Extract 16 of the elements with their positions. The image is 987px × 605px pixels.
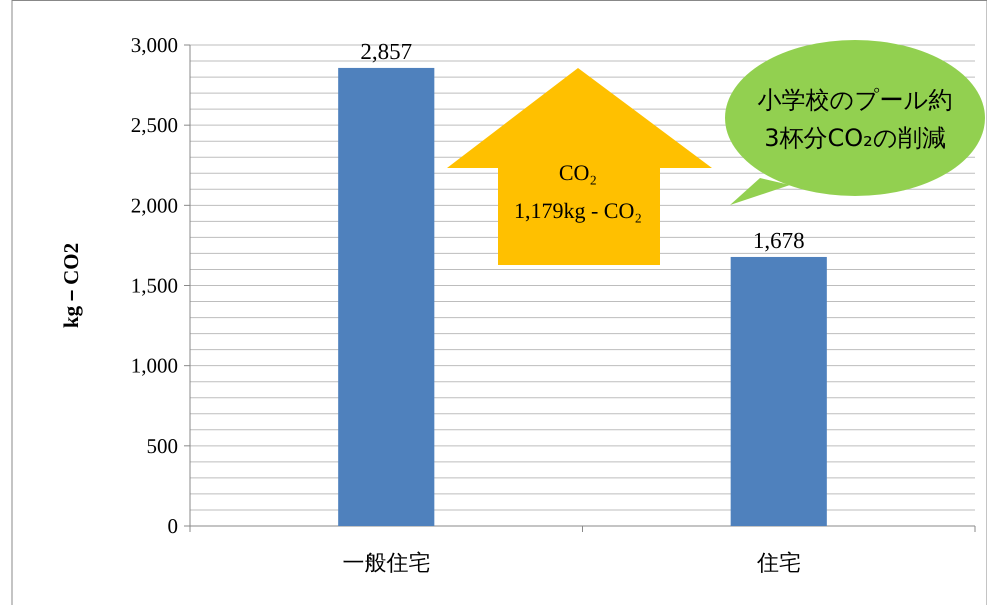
y-tick-label: 3,000 [130, 33, 178, 57]
y-tick-label: 2,000 [130, 193, 178, 218]
y-tick-label: 1,500 [130, 274, 178, 298]
annotation: 1,179kg - CO₂ [514, 198, 642, 223]
y-tick-label: 2,500 [130, 113, 178, 138]
data-label: 1,678 [752, 228, 805, 253]
annotation: 3杯分CO₂の削減 [764, 124, 946, 152]
annotation: 小学校のプール約 [758, 86, 952, 114]
y-axis-title: kg－CO2 [59, 242, 83, 328]
y-tick-label: 500 [146, 434, 178, 458]
y-tick-label: 0 [168, 514, 178, 538]
x-tick-label: 住宅 [756, 550, 801, 575]
y-tick-label: 1,000 [130, 354, 178, 378]
annotation: CO₂ [558, 160, 598, 185]
data-label: 2,857 [360, 38, 412, 64]
x-tick-label: 一般住宅 [342, 550, 430, 575]
